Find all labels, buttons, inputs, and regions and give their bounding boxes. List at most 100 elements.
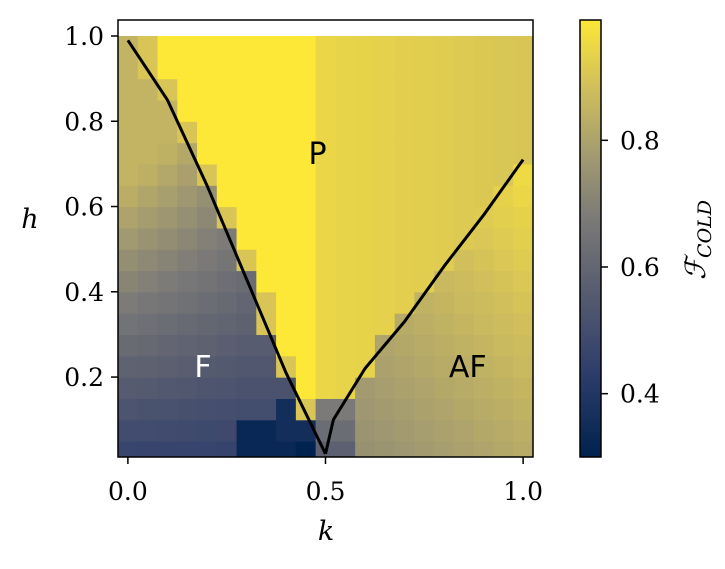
heatmap-cell <box>118 334 139 357</box>
heatmap-cell <box>335 163 356 186</box>
heatmap-cell <box>434 291 455 314</box>
heatmap-cell <box>137 99 159 122</box>
heatmap-cell <box>335 355 356 378</box>
heatmap-cell <box>453 313 475 336</box>
heatmap-cell <box>256 355 277 378</box>
heatmap-cell <box>453 163 475 186</box>
y-tick-label: 0.6 <box>64 193 104 222</box>
heatmap-cell <box>118 313 139 336</box>
heatmap-cell <box>118 163 139 186</box>
heatmap-cell <box>137 163 159 186</box>
heatmap-cell <box>473 57 495 80</box>
heatmap-cell <box>355 163 376 186</box>
heatmap-cell <box>137 78 159 101</box>
heatmap-cell <box>355 206 376 229</box>
heatmap-cell <box>434 334 455 357</box>
heatmap-cell <box>374 249 396 272</box>
heatmap-cell <box>493 121 514 144</box>
heatmap-cell <box>137 377 159 399</box>
heatmap-cell <box>256 291 277 314</box>
heatmap-cell <box>453 78 475 101</box>
heatmap-cell <box>473 185 495 208</box>
heatmap-cell <box>216 163 238 186</box>
heatmap-cell <box>335 291 356 314</box>
heatmap-cell <box>118 355 139 378</box>
heatmap-cell <box>335 419 356 442</box>
heatmap-cell <box>157 185 178 208</box>
heatmap-cell <box>493 355 514 378</box>
heatmap-cell <box>434 206 455 229</box>
heatmap-cell <box>434 227 455 250</box>
x-axis-label: k <box>318 516 334 547</box>
heatmap-cell <box>236 377 257 399</box>
heatmap-cell <box>355 313 376 336</box>
heatmap-cell <box>473 398 495 421</box>
heatmap-cell <box>276 334 297 357</box>
heatmap-cell <box>157 121 178 144</box>
heatmap-cell <box>453 441 475 457</box>
heatmap-cell <box>295 57 317 80</box>
heatmap-cell <box>157 57 178 80</box>
x-tick-label: 0.0 <box>108 477 148 506</box>
heatmap-cell <box>315 377 336 399</box>
heatmap-cell <box>473 227 495 250</box>
heatmap-cell <box>513 78 533 101</box>
heatmap-cell <box>315 206 336 229</box>
heatmap-cell <box>315 398 336 421</box>
heatmap-cell <box>256 78 277 101</box>
heatmap-cell <box>137 142 159 165</box>
heatmap-cell <box>374 398 396 421</box>
heatmap-cell <box>276 291 297 314</box>
heatmap-cell <box>276 99 297 122</box>
heatmap-cell <box>236 78 257 101</box>
heatmap-cell <box>453 142 475 165</box>
heatmap-cell <box>295 121 317 144</box>
heatmap-cell <box>177 163 198 186</box>
heatmap-cell <box>157 270 178 293</box>
heatmap-cell <box>513 249 533 272</box>
heatmap-cell <box>197 163 218 186</box>
colorbar-tick-label: 0.6 <box>620 253 660 282</box>
heatmap-cell <box>295 163 317 186</box>
heatmap-cell <box>374 163 396 186</box>
heatmap-cell <box>355 249 376 272</box>
heatmap-cell <box>513 35 533 58</box>
heatmap-cell <box>197 78 218 101</box>
heatmap-cell <box>394 57 416 80</box>
heatmap-cell <box>276 249 297 272</box>
heatmap-cell <box>295 313 317 336</box>
heatmap-cell <box>453 99 475 122</box>
heatmap-cell <box>197 291 218 314</box>
colorbar <box>580 20 601 457</box>
heatmap-cell <box>256 398 277 421</box>
heatmap-cell <box>276 163 297 186</box>
heatmap-cell <box>157 206 178 229</box>
heatmap-cell <box>335 249 356 272</box>
phase-boundary-lines <box>126 39 525 455</box>
heatmap-cell <box>276 270 297 293</box>
heatmap-cell <box>414 35 435 58</box>
heatmap-cell <box>473 334 495 357</box>
heatmap-cell <box>335 227 356 250</box>
heatmap-cell <box>157 398 178 421</box>
heatmap-cell <box>118 206 139 229</box>
heatmap-cell <box>513 99 533 122</box>
heatmap-cell <box>236 99 257 122</box>
heatmap-cell <box>374 142 396 165</box>
heatmap-cell <box>493 99 514 122</box>
heatmap-cell <box>335 206 356 229</box>
heatmap-cell <box>315 270 336 293</box>
heatmap-cell <box>157 419 178 442</box>
heatmap-cell <box>276 121 297 144</box>
heatmap-cell <box>118 270 139 293</box>
region-label: F <box>194 350 211 385</box>
heatmap-cell <box>374 227 396 250</box>
heatmap-cell <box>374 57 396 80</box>
heatmap-cell <box>335 185 356 208</box>
heatmap-cell <box>216 291 238 314</box>
heatmap-cell <box>216 142 238 165</box>
heatmap-cell <box>473 377 495 399</box>
heatmap-cell <box>315 185 336 208</box>
heatmap-cell <box>118 291 139 314</box>
heatmap-cell <box>414 398 435 421</box>
